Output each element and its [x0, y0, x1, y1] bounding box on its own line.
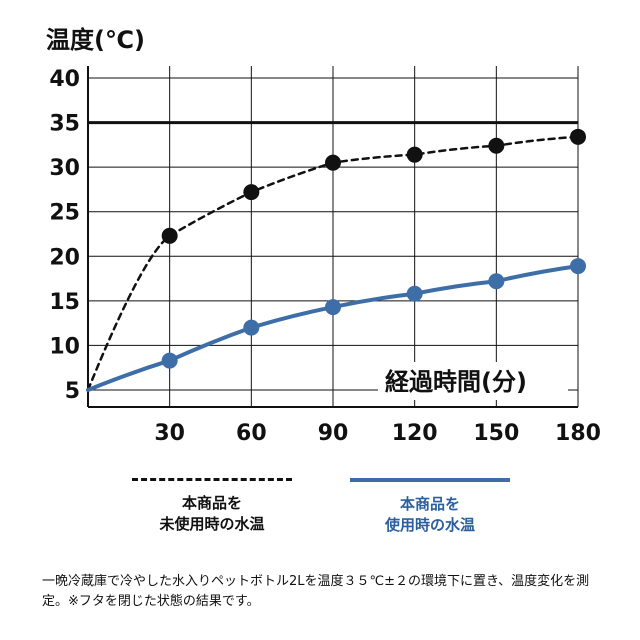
- data-point-1: [243, 319, 260, 336]
- legend-dashed-line: [132, 478, 292, 481]
- x-label-background: [378, 362, 568, 400]
- tick-labels: 5 10 15 20 25 30 35 40 30 60 90 120 150 180: [49, 67, 601, 446]
- y-tick-label: 40: [49, 67, 80, 92]
- data-point-1: [161, 352, 178, 369]
- legend-item-unused: 本商品を 未使用時の水温: [112, 478, 312, 535]
- data-point-1: [325, 299, 341, 316]
- y-tick-label: 30: [49, 156, 80, 181]
- legend-label-used: 本商品を 使用時の水温: [384, 495, 475, 534]
- y-tick-label: 5: [65, 379, 80, 404]
- data-point-0: [325, 154, 341, 171]
- y-axis-label: 温度(℃): [46, 26, 145, 54]
- series: [86, 128, 586, 392]
- x-axis-label: 経過時間(分): [385, 368, 527, 396]
- grid: [88, 66, 579, 407]
- data-point-1: [488, 273, 505, 290]
- legend-label-unused: 本商品を 未使用時の水温: [159, 494, 265, 533]
- x-tick-label: 120: [392, 421, 438, 446]
- data-point-1: [570, 258, 586, 275]
- x-tick-label: 180: [555, 421, 601, 446]
- data-point-0: [488, 137, 505, 154]
- x-tick-label: 90: [318, 421, 349, 446]
- measurement-note: 一晩冷蔵庫で冷やした水入りペットボトル2Lを温度３５℃±２の環境下に置き、温度変…: [42, 574, 590, 609]
- y-tick-label: 10: [49, 334, 80, 359]
- x-tick-label: 150: [473, 421, 519, 446]
- x-tick-label: 60: [236, 421, 267, 446]
- data-point-1: [406, 285, 423, 302]
- x-tick-label: 30: [154, 421, 185, 446]
- data-point-0: [570, 128, 586, 145]
- y-tick-label: 35: [49, 112, 80, 137]
- data-point-0: [243, 184, 260, 201]
- temperature-chart: 5 10 15 20 25 30 35 40 30 60 90 120 150 180 温度(℃) 経過時…: [46, 26, 601, 446]
- legend-item-used: 本商品を 使用時の水温: [330, 478, 530, 536]
- data-point-0: [406, 146, 423, 163]
- y-tick-label: 20: [49, 245, 80, 270]
- y-tick-label: 25: [49, 201, 80, 226]
- legend-solid-line: [350, 478, 510, 482]
- axes: [87, 66, 578, 408]
- data-point-0: [161, 227, 178, 244]
- y-tick-label: 15: [49, 290, 80, 315]
